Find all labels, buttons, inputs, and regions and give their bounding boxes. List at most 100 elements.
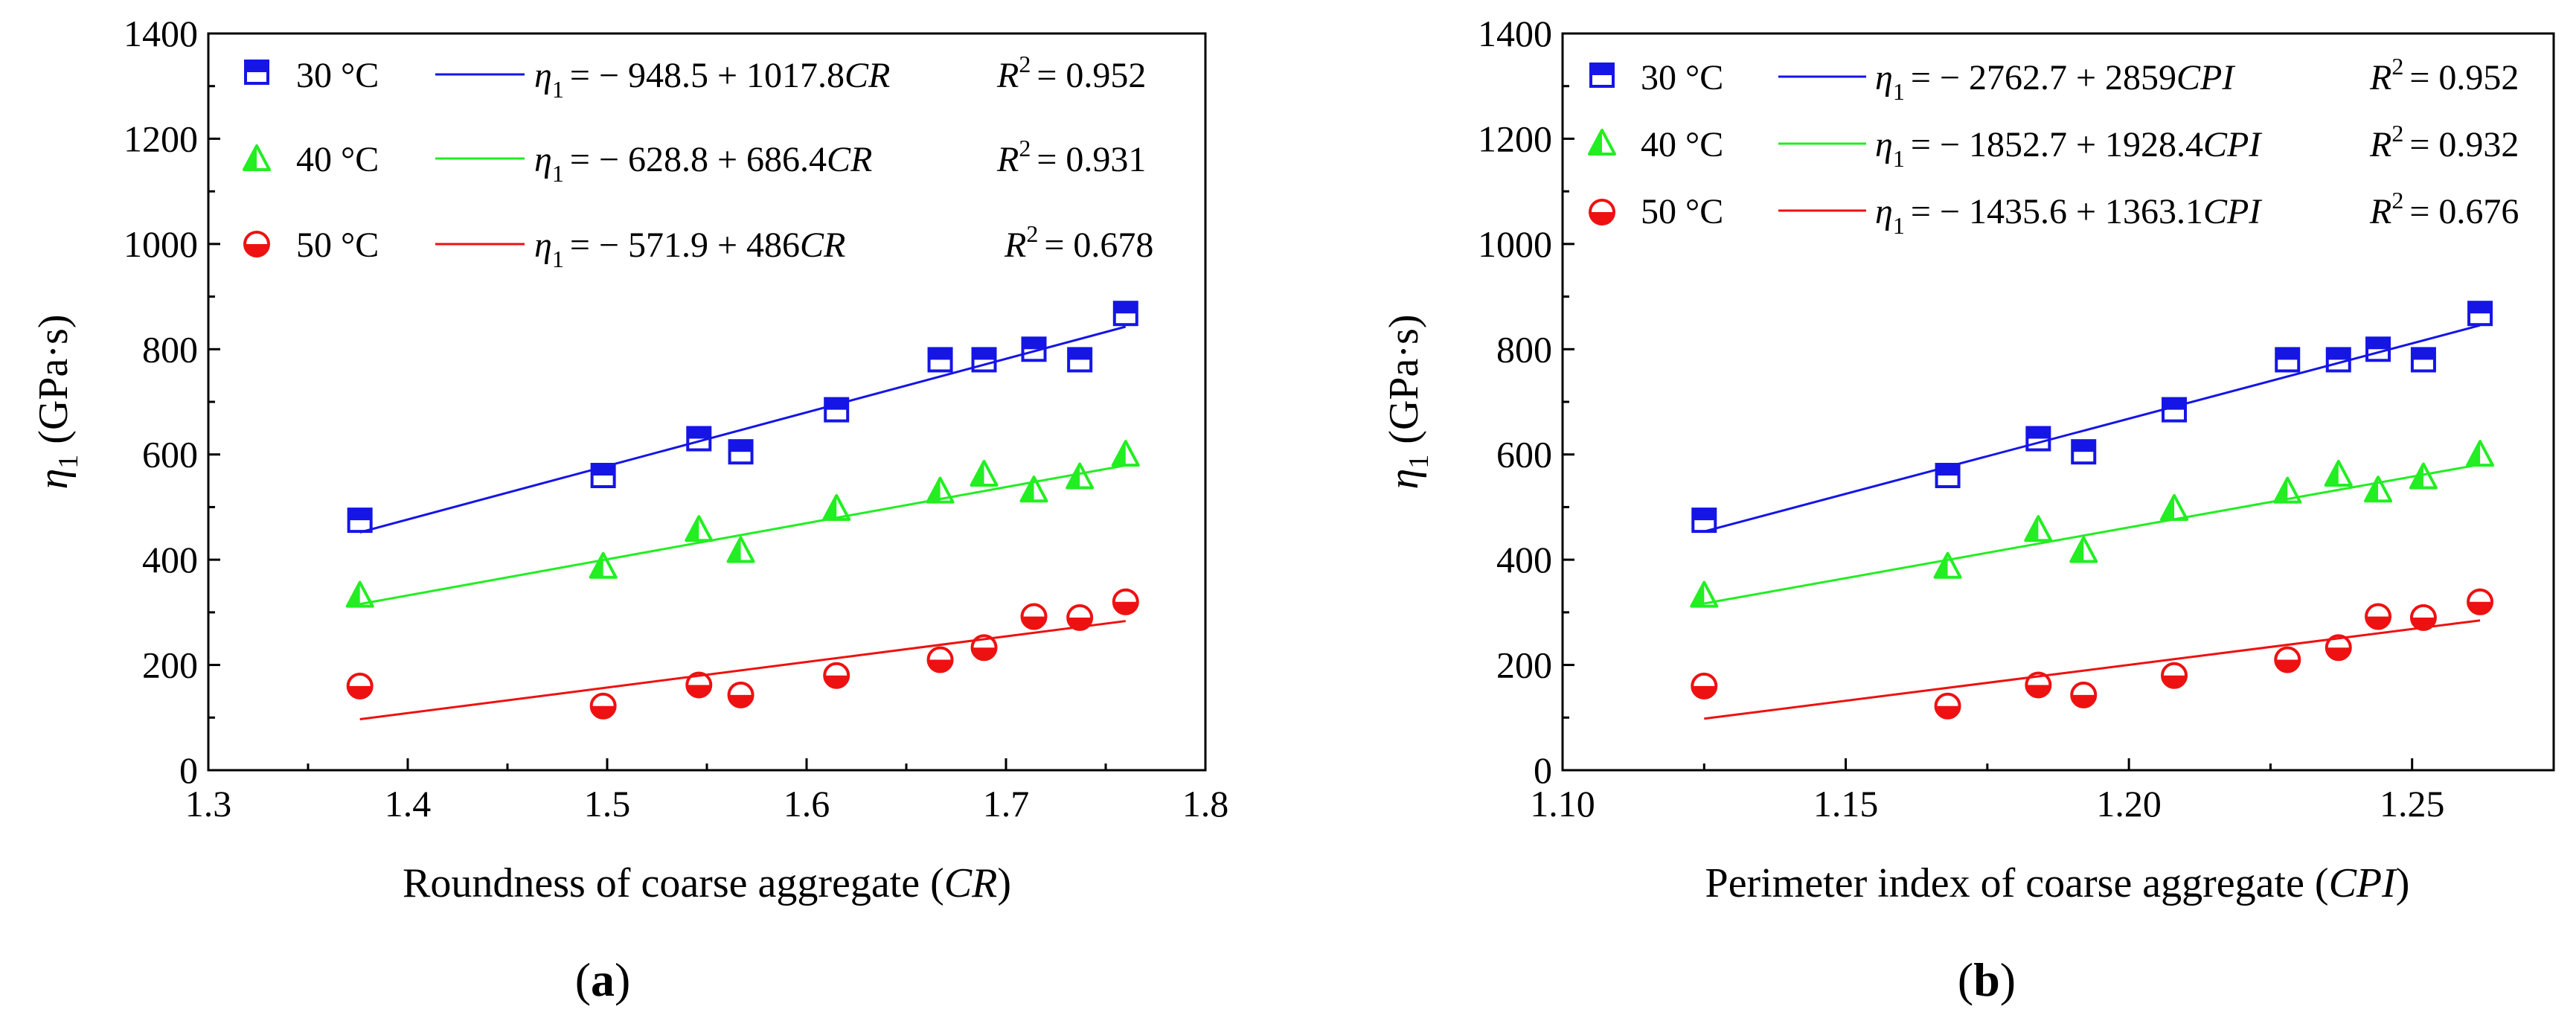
x-tick-label: 1.10 xyxy=(1530,783,1595,825)
legend-marker-30c xyxy=(1589,63,1615,88)
legend-marker-40c xyxy=(1588,129,1616,156)
y-tick-label: 400 xyxy=(142,539,198,580)
legend-label-30c: 30 °C xyxy=(1641,58,1723,97)
data-point-50c xyxy=(2025,671,2052,699)
data-point-30c xyxy=(1691,508,1717,534)
data-point-40c xyxy=(2273,476,2302,504)
y-tick-label: 600 xyxy=(1496,434,1552,476)
legend-label-40c: 40 °C xyxy=(1641,125,1723,164)
y-tick-label: 200 xyxy=(1496,644,1552,686)
data-point-40c xyxy=(2069,536,2098,563)
data-points xyxy=(1690,301,2495,720)
data-point-30c xyxy=(971,347,997,373)
data-point-40c xyxy=(345,580,374,608)
legend-equation-40c: η1 = − 628.8 + 686.4CR xyxy=(534,140,872,187)
data-point-50c xyxy=(1112,588,1139,615)
x-tick-label: 1.20 xyxy=(2096,783,2162,825)
data-point-50c xyxy=(1691,672,1718,700)
x-tick-label: 1.3 xyxy=(185,783,232,825)
legend-r2-50c: R2 = 0.678 xyxy=(1004,220,1153,265)
data-point-40c xyxy=(2160,493,2189,521)
legend-row-30c: 30 °C η1 = − 948.5 + 1017.8CR R2 = 0.952 xyxy=(244,51,1146,103)
x-tick-label: 1.8 xyxy=(1182,783,1229,825)
data-point-30c xyxy=(1112,301,1138,327)
fit-line-50c xyxy=(1704,619,2481,720)
fit-line-40c xyxy=(1704,463,2481,605)
axis-ticks: 0 200 400 600 800 1000 1200 1400 1.3 1.4 1.5 1.6 1.7… xyxy=(124,13,1228,825)
y-tick-label: 1000 xyxy=(124,223,198,265)
fit-line-30c xyxy=(1703,324,2481,533)
data-point-50c xyxy=(926,646,954,673)
data-point-40c xyxy=(1019,476,1048,503)
data-point-50c xyxy=(727,681,754,708)
legend-marker-50c xyxy=(243,231,270,257)
legend-equation-50c: η1 = − 571.9 + 486CR xyxy=(534,225,845,272)
legend-row-40c: 40 °C η1 = − 1852.7 + 1928.4CPI R2 = 0.932 xyxy=(1588,120,2519,172)
legend-r2-40c: R2 = 0.931 xyxy=(996,135,1146,179)
data-point-40c xyxy=(822,493,851,521)
data-point-40c xyxy=(2409,462,2438,490)
fit-line-40c xyxy=(359,464,1127,606)
x-axis-label: Perimeter index of coarse aggregate (CPI… xyxy=(1705,860,2410,906)
legend-equation-30c: η1 = − 2762.7 + 2859CPI xyxy=(1875,58,2235,105)
data-point-30c xyxy=(927,347,953,373)
data-point-40c xyxy=(2466,440,2495,467)
data-points xyxy=(345,301,1140,720)
y-tick-label: 200 xyxy=(142,644,198,686)
fit-line-50c xyxy=(359,620,1126,721)
data-point-50c xyxy=(2161,662,2188,689)
panel-label: (a) xyxy=(575,953,631,1006)
y-tick-label: 0 xyxy=(179,749,198,791)
fit-line-30c xyxy=(359,325,1127,534)
legend-row-50c: 50 °C η1 = − 571.9 + 486CR R2 = 0.678 xyxy=(243,220,1153,272)
fit-lines xyxy=(359,325,1127,721)
data-point-30c xyxy=(2410,347,2436,373)
data-point-40c xyxy=(970,460,999,487)
legend-row-50c: 50 °C η1 = − 1435.6 + 1363.1CPI R2 = 0.676 xyxy=(1589,187,2519,239)
data-point-50c xyxy=(1934,692,1961,720)
x-axis-label: Roundness of coarse aggregate (CR) xyxy=(403,860,1011,906)
data-point-50c xyxy=(346,672,374,700)
legend: 30 °C η1 = − 948.5 + 1017.8CR R2 = 0.952 4… xyxy=(243,51,1153,272)
legend-r2-30c: R2 = 0.952 xyxy=(2369,53,2519,97)
legend-marker-50c xyxy=(1589,199,1615,225)
y-tick-label: 1400 xyxy=(1478,13,1552,54)
x-tick-label: 1.7 xyxy=(983,783,1030,825)
y-tick-label: 1400 xyxy=(124,13,198,54)
y-tick-label: 1200 xyxy=(124,118,198,159)
x-tick-label: 1.4 xyxy=(385,783,432,825)
data-point-50c xyxy=(1066,604,1094,631)
data-point-40c xyxy=(2024,515,2053,542)
data-point-40c xyxy=(726,536,755,563)
data-point-50c xyxy=(2409,604,2437,631)
legend-label-50c: 50 °C xyxy=(296,225,379,265)
y-tick-label: 1000 xyxy=(1478,223,1552,265)
data-point-50c xyxy=(2467,588,2494,615)
data-point-50c xyxy=(2325,634,2352,662)
legend-row-30c: 30 °C η1 = − 2762.7 + 2859CPI R2 = 0.952 xyxy=(1589,53,2519,105)
data-point-30c xyxy=(728,439,754,465)
legend-equation-40c: η1 = − 1852.7 + 1928.4CPI xyxy=(1875,125,2262,172)
y-tick-label: 800 xyxy=(1496,328,1552,370)
data-point-40c xyxy=(2364,476,2393,503)
data-point-50c xyxy=(685,671,713,699)
data-point-50c xyxy=(2365,603,2392,630)
y-tick-label: 800 xyxy=(142,328,198,370)
data-point-50c xyxy=(823,662,850,689)
legend-r2-50c: R2 = 0.676 xyxy=(2369,187,2519,231)
data-point-50c xyxy=(2274,646,2301,673)
legend-equation-50c: η1 = − 1435.6 + 1363.1CPI xyxy=(1875,192,2262,239)
data-point-30c xyxy=(2025,426,2051,452)
chart-panel-a: 0 200 400 600 800 1000 1200 1400 1.3 1.4 1.5 1.6 1.7… xyxy=(31,13,1228,1006)
legend-r2-40c: R2 = 0.932 xyxy=(2369,120,2519,164)
x-tick-label: 1.5 xyxy=(584,783,631,825)
legend-marker-30c xyxy=(244,60,269,85)
data-point-30c xyxy=(2467,301,2493,327)
data-point-30c xyxy=(1935,463,1961,488)
data-point-40c xyxy=(589,551,618,579)
data-point-30c xyxy=(2162,397,2188,423)
data-point-30c xyxy=(347,508,373,534)
legend-row-40c: 40 °C η1 = − 628.8 + 686.4CR R2 = 0.931 xyxy=(243,135,1146,187)
y-axis-label: η1 (GPa·s) xyxy=(31,315,84,490)
